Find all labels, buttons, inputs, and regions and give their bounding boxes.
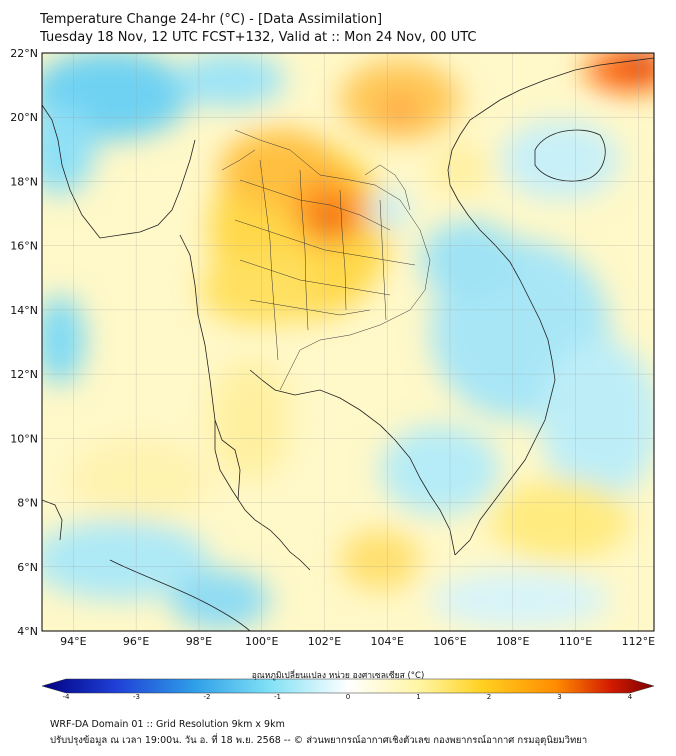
lon-label: 100°E (245, 635, 278, 648)
colorbar-tick-label: 0 (345, 693, 351, 701)
colorbar (41, 678, 655, 694)
lat-label: 12°N (10, 368, 38, 381)
lat-label: 10°N (10, 432, 38, 445)
colorbar-tick-label: 2 (486, 693, 492, 701)
lat-label: 20°N (10, 111, 38, 124)
footer-credit: ปรับปรุงข้อมูล ณ เวลา 19:00น. วัน อ. ที่… (50, 735, 588, 746)
province-boundaries (221, 129, 431, 391)
colorbar-tick-label: 1 (416, 693, 421, 701)
lat-label: 6°N (17, 561, 38, 574)
map-subtitle: Tuesday 18 Nov, 12 UTC FCST+132, Valid a… (40, 30, 477, 45)
lon-label: 102°E (308, 635, 341, 648)
lon-label: 110°E (559, 635, 592, 648)
colorbar-tick-label: 4 (627, 693, 633, 701)
lat-label: 18°N (10, 175, 38, 188)
colorbar-tick-label: -3 (133, 693, 140, 701)
footer-domain-info: WRF-DA Domain 01 :: Grid Resolution 9km … (50, 719, 285, 730)
latitude-labels: 22°N 20°N 18°N 16°N 14°N 12°N 10°N 8°N 6°N 4°N (10, 47, 38, 638)
temperature-field (42, 53, 654, 631)
colorbar-tick-label: 3 (557, 693, 562, 701)
lat-label: 8°N (17, 497, 38, 510)
lat-label: 22°N (10, 47, 38, 60)
colorbar-tick-label: -4 (62, 693, 70, 701)
longitude-labels: 94°E 96°E 98°E 100°E 102°E 104°E 106°E 108°E 110… (60, 635, 655, 648)
lat-label: 4°N (17, 625, 38, 638)
lon-label: 112°E (622, 635, 655, 648)
lon-label: 106°E (433, 635, 466, 648)
map-title: Temperature Change 24-hr (°C) - [Data As… (40, 12, 383, 27)
lon-label: 108°E (496, 635, 529, 648)
colorbar-tick-label: -2 (203, 693, 211, 701)
map-frame (41, 52, 655, 632)
lon-label: 94°E (60, 635, 86, 648)
colorbar-tick-label: -1 (274, 693, 281, 701)
lon-label: 96°E (123, 635, 149, 648)
colorbar-label: อุณหภูมิเปลี่ยนแปลง หน่วย องศาเซลเซียส (… (251, 671, 425, 681)
lat-label: 16°N (10, 240, 38, 253)
coastlines (42, 57, 654, 631)
lat-label: 14°N (10, 304, 38, 317)
temperature-change-map: 22°N 20°N 18°N 16°N 14°N 12°N 10°N 8°N 6°N 4°N 94… (10, 47, 655, 694)
lon-label: 104°E (371, 635, 404, 648)
lon-label: 98°E (186, 635, 212, 648)
